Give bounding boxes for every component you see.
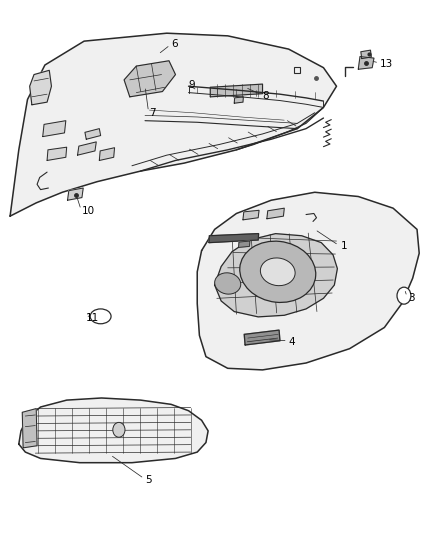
Circle shape	[113, 422, 125, 437]
Polygon shape	[19, 398, 208, 463]
Polygon shape	[78, 142, 96, 155]
Text: 3: 3	[408, 293, 415, 303]
Polygon shape	[243, 211, 259, 220]
Polygon shape	[47, 147, 67, 160]
Polygon shape	[209, 233, 258, 243]
Ellipse shape	[90, 309, 111, 324]
Text: 11: 11	[86, 313, 99, 323]
Text: 8: 8	[262, 91, 269, 101]
Polygon shape	[124, 61, 176, 97]
Polygon shape	[30, 70, 51, 105]
Text: 1: 1	[341, 241, 347, 252]
Polygon shape	[358, 56, 374, 69]
Polygon shape	[210, 84, 262, 97]
Text: 7: 7	[149, 108, 156, 118]
Polygon shape	[267, 208, 284, 219]
Polygon shape	[10, 33, 336, 216]
Ellipse shape	[215, 273, 241, 294]
Text: 5: 5	[145, 475, 152, 484]
Polygon shape	[85, 128, 101, 139]
Polygon shape	[239, 241, 250, 247]
Polygon shape	[361, 50, 371, 59]
Text: 9: 9	[188, 80, 195, 90]
Polygon shape	[99, 148, 115, 160]
Text: 6: 6	[171, 39, 178, 49]
Text: 4: 4	[289, 337, 295, 347]
Polygon shape	[197, 192, 419, 370]
Polygon shape	[215, 233, 337, 317]
Ellipse shape	[240, 241, 316, 302]
Polygon shape	[244, 330, 280, 345]
Circle shape	[397, 287, 411, 304]
Polygon shape	[22, 409, 37, 448]
Polygon shape	[234, 97, 244, 103]
Text: 10: 10	[82, 206, 95, 216]
Polygon shape	[43, 120, 66, 136]
Polygon shape	[67, 188, 83, 200]
Ellipse shape	[260, 258, 295, 286]
Text: 13: 13	[380, 59, 393, 69]
